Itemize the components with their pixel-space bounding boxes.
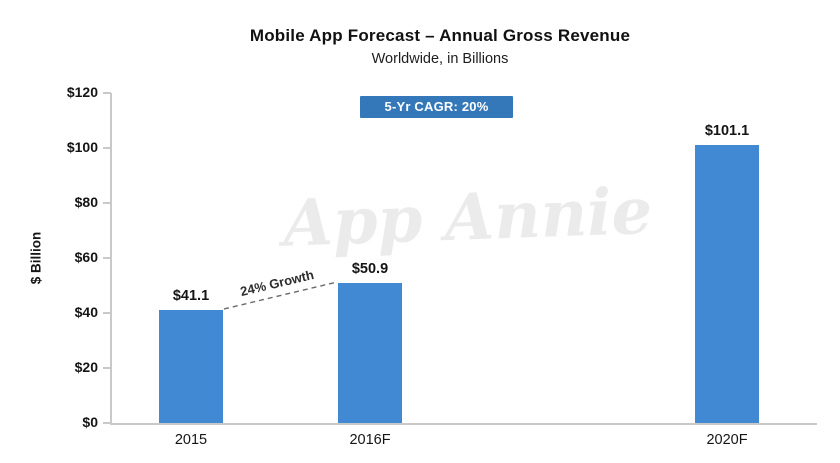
growth-annotation: 24% Growth [239, 266, 316, 299]
x-tick-label: 2020F [706, 432, 748, 448]
y-tick-mark [103, 367, 111, 369]
x-axis-line [110, 423, 817, 425]
bar-value-label: $50.9 [351, 261, 389, 278]
bar-2020F [695, 144, 759, 423]
y-tick-label: $60 [74, 249, 98, 265]
bar-2015 [159, 309, 223, 423]
cagr-badge: 5-Yr CAGR: 20% [360, 96, 513, 118]
y-tick-mark [103, 147, 111, 149]
y-tick-mark [103, 92, 111, 94]
chart-header: Mobile App Forecast – Annual Gross Reven… [40, 26, 840, 67]
y-tick-mark [103, 257, 111, 259]
y-tick-mark [103, 202, 111, 204]
x-tick-label: 2015 [174, 432, 208, 448]
chart-subtitle: Worldwide, in Billions [371, 51, 509, 67]
watermark-app-annie: App Annie [281, 173, 654, 262]
y-tick-mark [103, 312, 111, 314]
y-tick-label: $80 [74, 194, 98, 210]
y-tick-label: $40 [74, 304, 98, 320]
bar-value-label: $41.1 [172, 287, 210, 304]
bar-2016F [338, 283, 402, 423]
x-tick-label: 2016F [349, 432, 391, 448]
y-tick-label: $100 [66, 139, 98, 155]
y-tick-label: $0 [82, 414, 98, 430]
y-tick-mark [103, 422, 111, 424]
bar-value-label: $101.1 [704, 122, 750, 139]
y-tick-label: $20 [74, 359, 98, 375]
y-tick-label: $120 [66, 84, 98, 100]
chart-title: Mobile App Forecast – Annual Gross Reven… [249, 26, 631, 45]
